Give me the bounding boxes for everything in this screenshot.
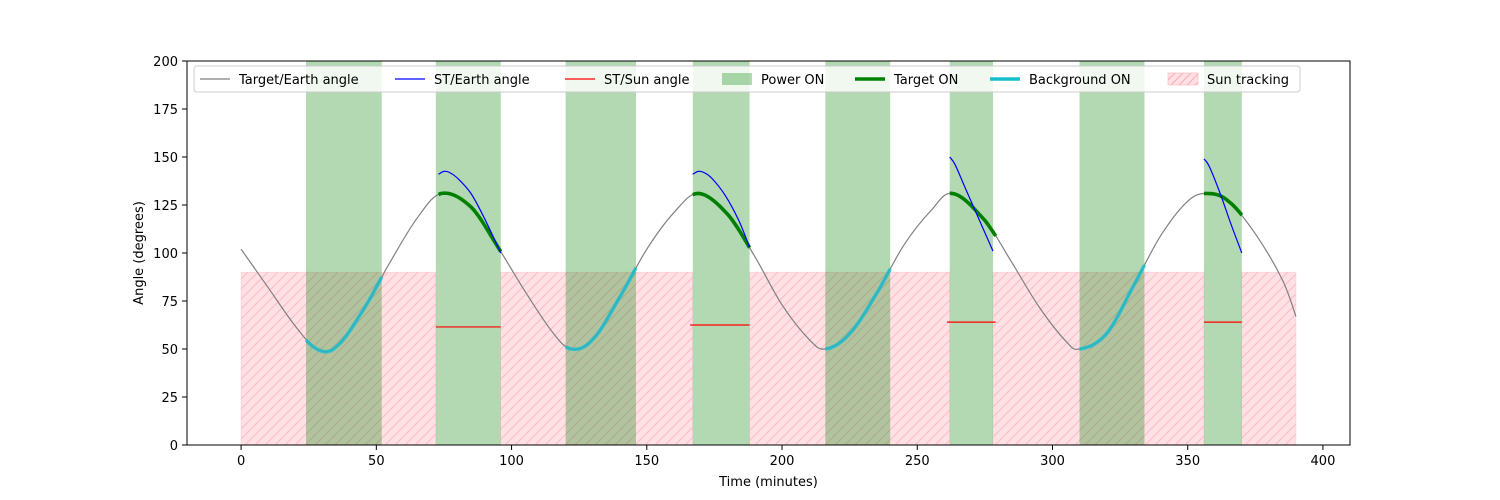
y-tick-label: 200: [153, 55, 178, 70]
y-tick-label: 175: [153, 103, 178, 118]
legend-box: [193, 65, 1301, 93]
power-on-band: [825, 61, 891, 445]
target-on-segment: [437, 191, 503, 253]
x-tick-label: 50: [368, 454, 385, 469]
x-tick-label: 100: [499, 454, 524, 469]
x-tick-label: 0: [237, 454, 245, 469]
y-tick-label: 125: [153, 199, 178, 214]
x-tick-label: 400: [1311, 454, 1336, 469]
y-tick-label: 50: [161, 343, 178, 358]
legend-swatch: [1167, 72, 1199, 86]
target-on-segment: [1203, 191, 1244, 217]
legend-label: Target ON: [893, 73, 958, 88]
legend-item: ST/Sun angle: [565, 73, 690, 88]
legend-item: ST/Earth angle: [395, 73, 530, 88]
sun-tracking-band: [500, 271, 694, 445]
sun-tracking-band: [749, 271, 951, 445]
legend-label: Sun tracking: [1207, 73, 1289, 88]
power-on-band: [435, 61, 501, 445]
x-axis-title: Time (minutes): [718, 475, 818, 490]
bands-layer: [240, 61, 1297, 445]
y-axis-title: Angle (degrees): [132, 201, 147, 305]
y-tick-label: 150: [153, 151, 178, 166]
legend-label: Target/Earth angle: [238, 73, 359, 88]
y-tick-label: 0: [170, 439, 178, 454]
target-on-segment: [692, 191, 752, 249]
legend: Target/Earth angle ST/Earth angle ST/Sun a…: [193, 65, 1301, 93]
power-on-band: [306, 61, 382, 445]
background-on-segment: [564, 266, 638, 352]
x-tick-label: 300: [1040, 454, 1065, 469]
legend-swatch: [722, 73, 752, 85]
legend-item: Power ON: [722, 73, 824, 88]
x-tick-label: 150: [634, 454, 659, 469]
sun-tracking-band: [1241, 271, 1297, 445]
axis-ticks: 0 50 100 150 200 250 300 350 400 0 25 50 75 100 125 150…: [153, 55, 1335, 469]
power-on-band: [949, 61, 993, 445]
power-on-band: [565, 61, 636, 445]
background-on-segment: [825, 268, 892, 351]
legend-label: Power ON: [761, 73, 824, 88]
legend-item: Sun tracking: [1167, 72, 1289, 88]
lines-layer: [240, 156, 1297, 354]
st-earth-angle-line: [1203, 158, 1243, 254]
legend-item: Background ON: [990, 73, 1131, 88]
background-on-segment: [1079, 264, 1147, 351]
legend-label: Background ON: [1029, 73, 1131, 88]
x-tick-label: 250: [905, 454, 930, 469]
target-on-segment: [949, 191, 998, 238]
power-on-band: [1203, 61, 1242, 445]
st-earth-angle-line: [692, 170, 751, 248]
y-tick-label: 75: [161, 295, 178, 310]
legend-label: ST/Sun angle: [604, 73, 690, 88]
y-tick-label: 25: [161, 391, 178, 406]
power-on-band: [1079, 61, 1145, 445]
legend-item: Target/Earth angle: [200, 73, 359, 88]
st-earth-angle-line: [949, 156, 994, 252]
x-tick-label: 200: [770, 454, 795, 469]
power-on-band: [692, 61, 750, 445]
st-earth-angle-line: [438, 170, 502, 254]
legend-label: ST/Earth angle: [434, 73, 530, 88]
sun-tracking-band: [240, 271, 437, 445]
y-tick-label: 100: [153, 247, 178, 262]
x-tick-label: 350: [1175, 454, 1200, 469]
background-on-segment: [304, 276, 384, 354]
sun-tracking-band: [992, 271, 1205, 445]
legend-item: Target ON: [855, 73, 958, 88]
